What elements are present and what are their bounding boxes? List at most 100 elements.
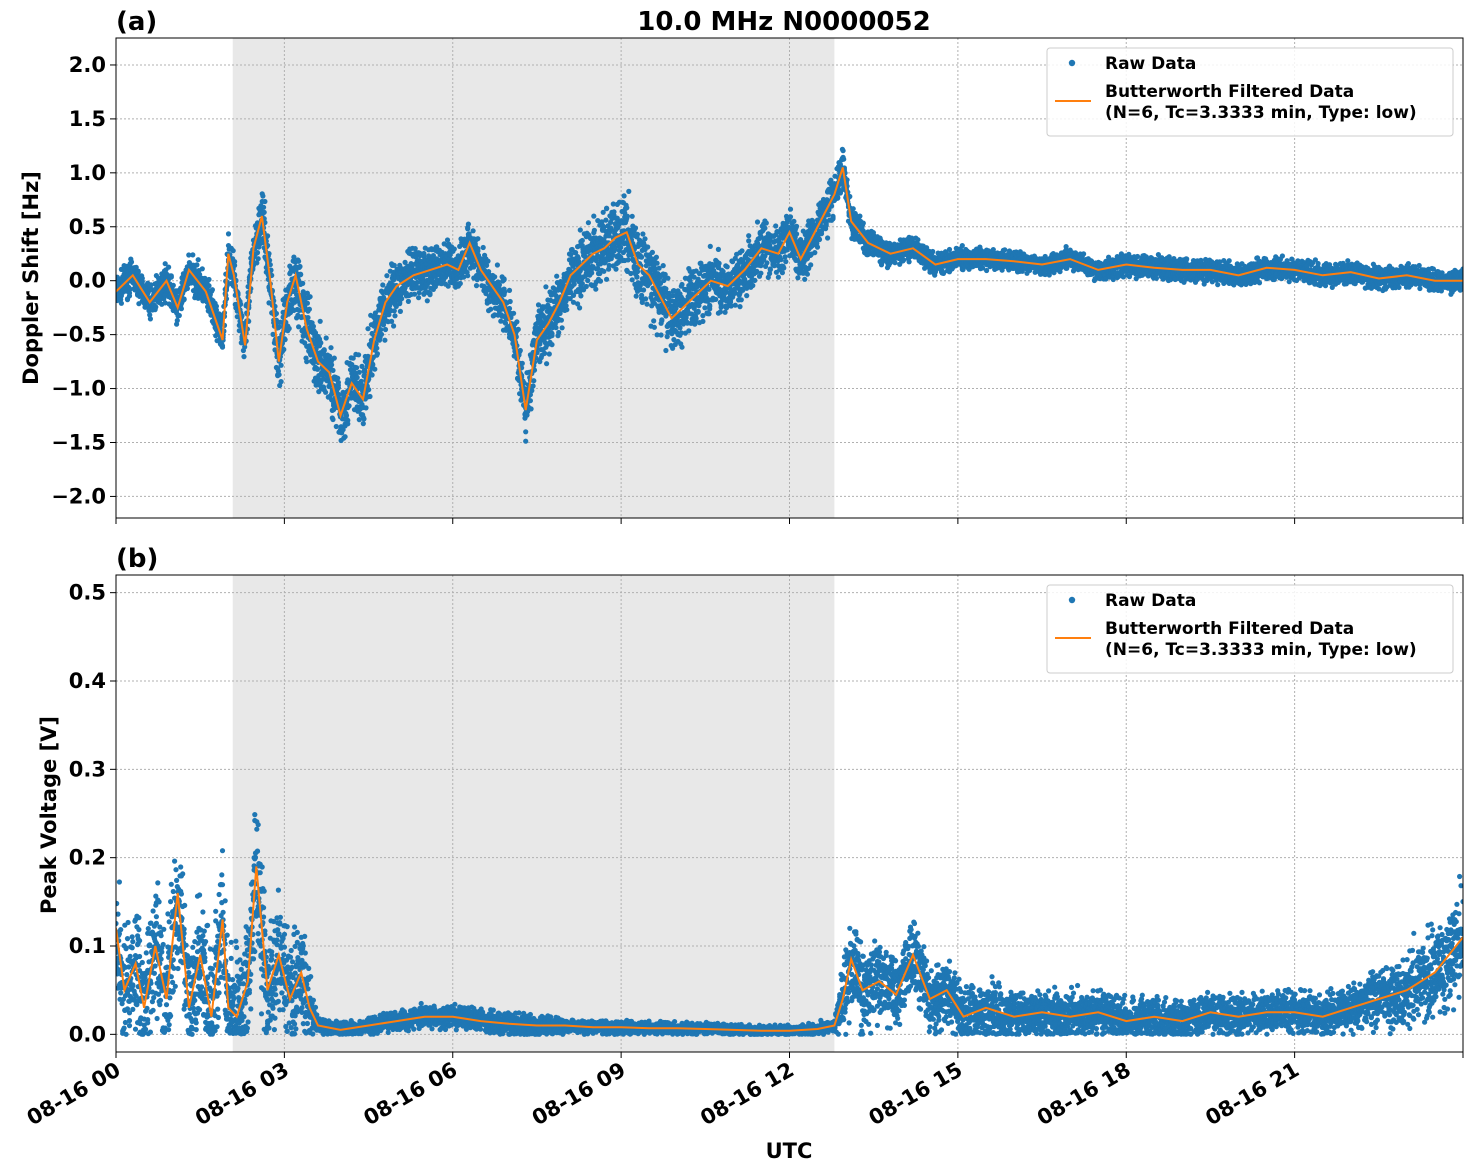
raw-data-point bbox=[825, 235, 831, 241]
raw-data-point bbox=[643, 296, 649, 302]
raw-data-point bbox=[300, 280, 306, 286]
raw-data-point bbox=[841, 156, 847, 162]
raw-data-point bbox=[475, 236, 481, 242]
figure-title: 10.0 MHz N0000052 bbox=[637, 7, 930, 37]
raw-data-point bbox=[649, 249, 656, 255]
raw-data-point bbox=[195, 257, 201, 263]
raw-data-point bbox=[530, 383, 536, 389]
raw-data-point bbox=[746, 233, 752, 239]
raw-data-point bbox=[840, 148, 846, 154]
raw-data-point bbox=[651, 324, 658, 330]
raw-data-point bbox=[746, 238, 752, 244]
raw-data-point bbox=[360, 421, 366, 427]
raw-data-point bbox=[787, 214, 794, 220]
x-axis-label: UTC bbox=[766, 1139, 813, 1163]
panel-a-ylabel: Doppler Shift [Hz] bbox=[19, 171, 43, 385]
raw-data-point bbox=[330, 367, 336, 373]
raw-data-point bbox=[184, 285, 190, 292]
raw-data-point bbox=[651, 318, 657, 324]
raw-data-point bbox=[170, 282, 176, 288]
raw-data-point bbox=[758, 270, 764, 276]
raw-data-point bbox=[254, 250, 261, 256]
raw-data-point bbox=[297, 263, 303, 270]
raw-data-point bbox=[424, 298, 430, 304]
raw-data-point bbox=[717, 309, 724, 315]
raw-data-point bbox=[601, 268, 607, 274]
raw-data-point bbox=[276, 372, 282, 378]
series-group bbox=[116, 146, 1463, 444]
raw-data-point bbox=[178, 306, 184, 312]
raw-data-point bbox=[632, 225, 639, 231]
raw-data-point bbox=[787, 206, 794, 212]
raw-data-point bbox=[389, 318, 395, 324]
raw-data-point bbox=[814, 244, 821, 250]
raw-data-point bbox=[618, 244, 624, 251]
raw-data-point bbox=[306, 306, 312, 312]
raw-data-point bbox=[679, 281, 685, 288]
raw-data-point bbox=[317, 318, 323, 324]
raw-data-point bbox=[451, 246, 457, 252]
raw-data-point bbox=[724, 264, 730, 270]
raw-data-point bbox=[629, 277, 635, 283]
raw-data-point bbox=[732, 302, 738, 308]
raw-data-point bbox=[663, 347, 669, 354]
raw-data-point bbox=[378, 331, 385, 337]
raw-data-point bbox=[278, 379, 284, 385]
raw-data-point bbox=[162, 300, 168, 306]
raw-data-point bbox=[411, 291, 418, 297]
raw-data-point bbox=[475, 246, 481, 252]
raw-data-point bbox=[323, 335, 329, 341]
raw-data-point bbox=[492, 274, 498, 280]
raw-data-point bbox=[206, 276, 212, 283]
raw-data-point bbox=[473, 283, 480, 289]
raw-data-point bbox=[554, 273, 560, 279]
raw-data-point bbox=[361, 416, 367, 422]
raw-data-point bbox=[629, 213, 635, 219]
raw-data-point bbox=[507, 298, 513, 305]
raw-data-point bbox=[310, 323, 316, 329]
raw-data-point bbox=[593, 286, 599, 292]
raw-data-point bbox=[764, 260, 770, 266]
raw-data-point bbox=[378, 327, 384, 333]
raw-data-point bbox=[737, 304, 743, 310]
raw-data-point bbox=[718, 304, 724, 310]
raw-data-point bbox=[707, 304, 713, 310]
raw-data-point bbox=[763, 220, 769, 226]
raw-data-point bbox=[427, 290, 433, 296]
raw-data-point bbox=[354, 374, 360, 381]
raw-data-point bbox=[640, 231, 646, 237]
raw-data-point bbox=[613, 266, 619, 272]
raw-data-point bbox=[199, 266, 205, 272]
raw-data-point bbox=[241, 354, 247, 360]
raw-data-point bbox=[166, 264, 172, 270]
raw-data-point bbox=[577, 227, 583, 233]
panel-a-label: (a) bbox=[116, 7, 157, 37]
raw-data-point bbox=[783, 259, 789, 265]
raw-data-point bbox=[695, 309, 701, 315]
raw-data-point bbox=[330, 416, 336, 423]
raw-data-point bbox=[356, 352, 362, 358]
raw-data-point bbox=[506, 305, 513, 312]
raw-data-point bbox=[857, 213, 863, 219]
raw-data-point bbox=[328, 345, 334, 351]
raw-data-point bbox=[660, 263, 666, 269]
raw-data-point bbox=[781, 265, 787, 271]
raw-data-point bbox=[523, 429, 529, 435]
raw-data-point bbox=[715, 246, 722, 252]
raw-data-point bbox=[372, 366, 378, 372]
raw-data-point bbox=[634, 231, 641, 237]
raw-data-point bbox=[194, 262, 200, 268]
raw-data-point bbox=[624, 213, 631, 219]
raw-data-point bbox=[147, 316, 153, 322]
raw-data-point bbox=[744, 293, 750, 299]
raw-data-point bbox=[139, 275, 145, 281]
raw-data-point bbox=[118, 300, 124, 306]
raw-data-point bbox=[583, 283, 589, 290]
raw-data-point bbox=[181, 296, 187, 302]
raw-data-point bbox=[585, 220, 592, 226]
raw-data-point bbox=[585, 277, 591, 284]
raw-data-point bbox=[261, 204, 267, 210]
raw-data-point bbox=[318, 340, 324, 346]
raw-data-point bbox=[261, 209, 267, 215]
